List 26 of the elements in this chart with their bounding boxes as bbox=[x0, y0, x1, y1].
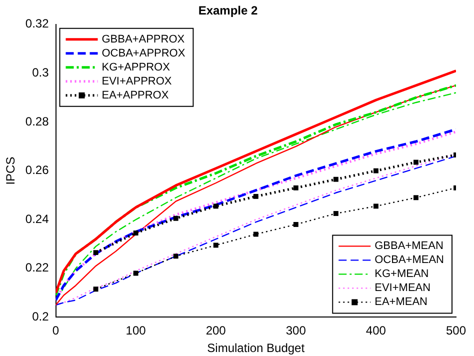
x-tick-label: 500 bbox=[446, 324, 466, 338]
y-tick-label: 0.2 bbox=[32, 310, 50, 324]
y-tick-label: 0.22 bbox=[25, 260, 50, 275]
x-tick-label: 100 bbox=[126, 324, 146, 338]
y-tick-label: 0.3 bbox=[32, 66, 50, 80]
legend-label: OCBA+APPROX bbox=[102, 47, 186, 60]
y-axis-title: IPCS bbox=[4, 156, 18, 185]
y-tick-label: 0.24 bbox=[25, 212, 50, 226]
y-tick-label: 0.26 bbox=[25, 163, 50, 178]
legend-label: EVI+APPROX bbox=[102, 75, 172, 88]
x-tick-label: 200 bbox=[206, 324, 226, 338]
x-tick-label: 400 bbox=[366, 324, 386, 338]
y-tick-label: 0.32 bbox=[25, 16, 50, 31]
x-axis-title: Simulation Budget bbox=[207, 341, 306, 356]
legend-label: OCBA+MEAN bbox=[374, 254, 444, 266]
chart-title: Example 2 bbox=[198, 4, 258, 18]
x-tick-label: 0 bbox=[52, 324, 60, 338]
x-tick-label: 300 bbox=[286, 324, 306, 338]
legend-label: EVI+MEAN bbox=[374, 282, 431, 294]
legend-label: EA+APPROX bbox=[102, 89, 170, 102]
legend-label: KG+APPROX bbox=[102, 61, 171, 74]
y-tick-label: 0.28 bbox=[25, 114, 50, 128]
legend-label: EA+MEAN bbox=[374, 296, 428, 308]
legend-label: KG+MEAN bbox=[374, 268, 429, 280]
legend-label: GBBA+MEAN bbox=[374, 240, 444, 252]
legend-label: GBBA+APPROX bbox=[102, 33, 186, 46]
